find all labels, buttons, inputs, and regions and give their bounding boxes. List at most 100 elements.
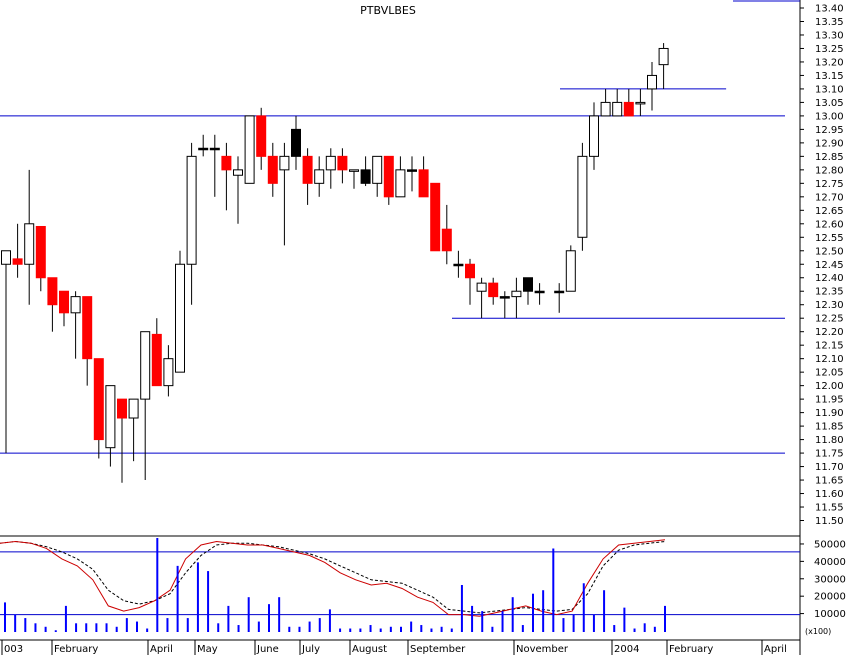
candle — [128, 398, 139, 462]
candle — [623, 88, 634, 117]
price-tick-label: 13.15 — [815, 71, 844, 82]
candle — [93, 358, 104, 459]
candle — [372, 155, 383, 197]
price-tick-label: 12.75 — [815, 179, 844, 190]
time-tick-label: February — [669, 644, 713, 655]
price-tick-label: 13.35 — [815, 17, 844, 28]
candle — [12, 223, 23, 278]
time-tick-label: April — [150, 644, 173, 655]
candle — [577, 142, 588, 251]
price-tick-label: 12.50 — [815, 246, 844, 257]
candle — [658, 43, 669, 89]
time-tick-label: November — [516, 644, 569, 655]
candle — [140, 331, 151, 481]
price-tick-label: 12.70 — [815, 192, 844, 203]
price-tick-label: 12.35 — [815, 287, 844, 298]
candle — [453, 250, 464, 278]
price-tick-label: 11.75 — [815, 449, 844, 460]
price-tick-label: 13.30 — [815, 30, 844, 41]
candle — [291, 115, 301, 170]
time-tick-label: February — [54, 644, 98, 655]
candle — [198, 134, 209, 157]
candle — [407, 156, 417, 192]
price-tick-label: 13.25 — [815, 44, 844, 55]
candle — [302, 148, 313, 205]
time-tick-label: September — [410, 644, 466, 655]
time-tick-label: April — [764, 644, 787, 655]
price-tick-label: 12.05 — [815, 368, 844, 379]
candle — [565, 245, 576, 292]
time-tick-label: May — [197, 644, 218, 655]
candle — [430, 182, 441, 252]
candle — [465, 258, 475, 305]
candle — [267, 142, 278, 197]
candle — [47, 277, 58, 332]
candle — [600, 88, 611, 117]
candle — [554, 283, 565, 313]
price-tick-label: 12.55 — [815, 233, 844, 244]
candle — [175, 250, 185, 373]
candle — [499, 291, 510, 319]
candle — [221, 142, 232, 211]
price-tick-label: 12.00 — [815, 381, 844, 392]
candle — [1, 250, 11, 454]
candle — [279, 142, 290, 246]
price-tick-label: 11.90 — [815, 408, 844, 419]
candle — [418, 156, 429, 198]
candle — [105, 385, 116, 467]
price-tick-label: 13.00 — [815, 111, 844, 122]
candle — [35, 225, 46, 292]
candle — [476, 277, 487, 319]
candle — [360, 156, 371, 187]
price-tick-label: 12.10 — [815, 354, 844, 365]
time-tick-label: August — [352, 644, 387, 655]
price-tick-label: 11.50 — [815, 516, 844, 527]
price-tick-label: 12.80 — [815, 165, 844, 176]
candle — [523, 277, 533, 305]
candle — [209, 134, 220, 197]
candle — [314, 156, 325, 197]
price-tick-label: 11.65 — [815, 476, 844, 487]
price-tick-label: 12.85 — [815, 152, 844, 163]
chart-title: PTBVLBES — [360, 4, 416, 17]
time-tick-label: 2004 — [614, 644, 639, 655]
price-tick-label: 11.85 — [815, 422, 844, 433]
volume-tick-label: 50000 — [814, 539, 846, 550]
candle — [488, 277, 499, 305]
price-tick-label: 12.95 — [815, 125, 844, 136]
candle — [186, 142, 197, 305]
price-tick-label: 12.30 — [815, 300, 844, 311]
candle — [163, 345, 174, 397]
candle — [589, 102, 599, 170]
candle — [395, 156, 406, 198]
horizontal-lines — [0, 88, 785, 454]
candle — [82, 296, 93, 386]
candle — [612, 88, 623, 117]
price-tick-label: 13.10 — [815, 84, 844, 95]
price-tick-label: 11.95 — [815, 395, 844, 406]
candle — [349, 169, 359, 189]
candle — [635, 88, 646, 116]
price-tick-label: 13.20 — [815, 57, 844, 68]
volume-axis: 50000 40000 30000 20000 10000 (x100) — [800, 539, 846, 636]
candle — [647, 61, 657, 111]
volume-unit-label: (x100) — [805, 627, 831, 636]
candle — [233, 156, 243, 224]
price-tick-label: 13.05 — [815, 98, 844, 109]
candle — [325, 148, 336, 189]
price-tick-label: 12.40 — [815, 273, 844, 284]
price-axis: 11.50 11.55 11.60 11.65 11.70 11.75 11.80 11.85… — [800, 4, 844, 527]
price-tick-label: 11.55 — [815, 503, 844, 514]
price-tick-label: 11.70 — [815, 462, 844, 473]
price-tick-label: 12.60 — [815, 219, 844, 230]
price-tick-label: 11.80 — [815, 435, 844, 446]
price-tick-label: 12.20 — [815, 327, 844, 338]
price-tick-label: 12.90 — [815, 138, 844, 149]
volume-tick-label: 20000 — [814, 592, 846, 603]
candles — [1, 43, 669, 483]
price-tick-label: 11.60 — [815, 489, 844, 500]
price-panel — [0, 0, 801, 655]
candle — [337, 148, 348, 184]
price-tick-label: 12.15 — [815, 341, 844, 352]
